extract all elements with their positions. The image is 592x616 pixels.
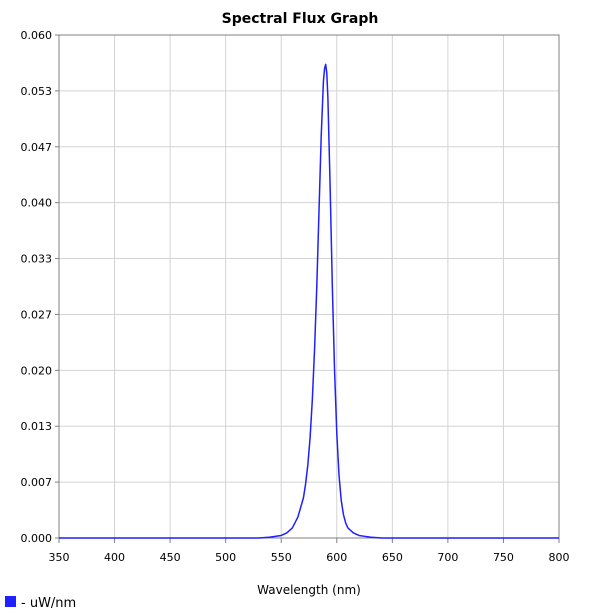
y-tick-label: 0.040	[21, 197, 53, 210]
series-layer	[59, 63, 559, 539]
x-tick-label: 600	[326, 551, 347, 564]
x-tick-label: 400	[104, 551, 125, 564]
legend: - uW/nm	[5, 596, 76, 611]
chart-title: Spectral Flux Graph	[222, 11, 379, 27]
plot-area	[58, 34, 560, 539]
x-tick-label: 650	[382, 551, 403, 564]
x-tick-label: 500	[215, 551, 236, 564]
x-tick-label: 800	[549, 551, 570, 564]
x-tick-label: 450	[160, 551, 181, 564]
y-tick-label: 0.053	[21, 85, 53, 98]
y-tick-label: 0.033	[21, 253, 53, 266]
y-tick-label: 0.060	[21, 29, 53, 42]
y-tick-label: 0.027	[21, 308, 53, 321]
y-tick-label: 0.047	[21, 141, 53, 154]
x-tick-label: 550	[271, 551, 292, 564]
x-axis-label: Wavelength (nm)	[257, 583, 361, 597]
x-tick-label: 350	[49, 551, 70, 564]
y-axis-ticks: 0.000 0.007 0.013 0.020 0.027 0.033 0.040 0.047…	[21, 29, 59, 545]
y-tick-label: 0.007	[21, 476, 53, 489]
y-tick-label: 0.020	[21, 364, 53, 377]
legend-label: - uW/nm	[21, 596, 76, 611]
y-tick-label: 0.000	[21, 532, 53, 545]
grid-layer	[59, 35, 559, 538]
x-tick-label: 750	[493, 551, 514, 564]
y-tick-label: 0.013	[21, 420, 53, 433]
legend-swatch	[5, 596, 16, 607]
series-line-uw-per-nm	[59, 63, 559, 539]
x-axis-ticks: 350 400 450 500 550 600 650 700 750 800	[49, 538, 570, 564]
x-tick-label: 700	[437, 551, 458, 564]
